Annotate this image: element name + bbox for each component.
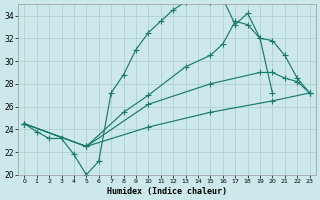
X-axis label: Humidex (Indice chaleur): Humidex (Indice chaleur) <box>107 187 227 196</box>
